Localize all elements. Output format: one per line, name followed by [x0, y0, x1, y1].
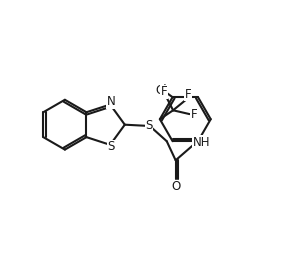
Text: O: O — [171, 180, 180, 194]
Text: S: S — [145, 120, 153, 132]
Text: F: F — [185, 88, 192, 101]
Text: F: F — [191, 108, 198, 121]
Text: Cl: Cl — [155, 84, 167, 97]
Text: N: N — [107, 96, 116, 108]
Text: F: F — [161, 85, 167, 98]
Text: NH: NH — [193, 136, 211, 149]
Text: S: S — [108, 140, 115, 153]
